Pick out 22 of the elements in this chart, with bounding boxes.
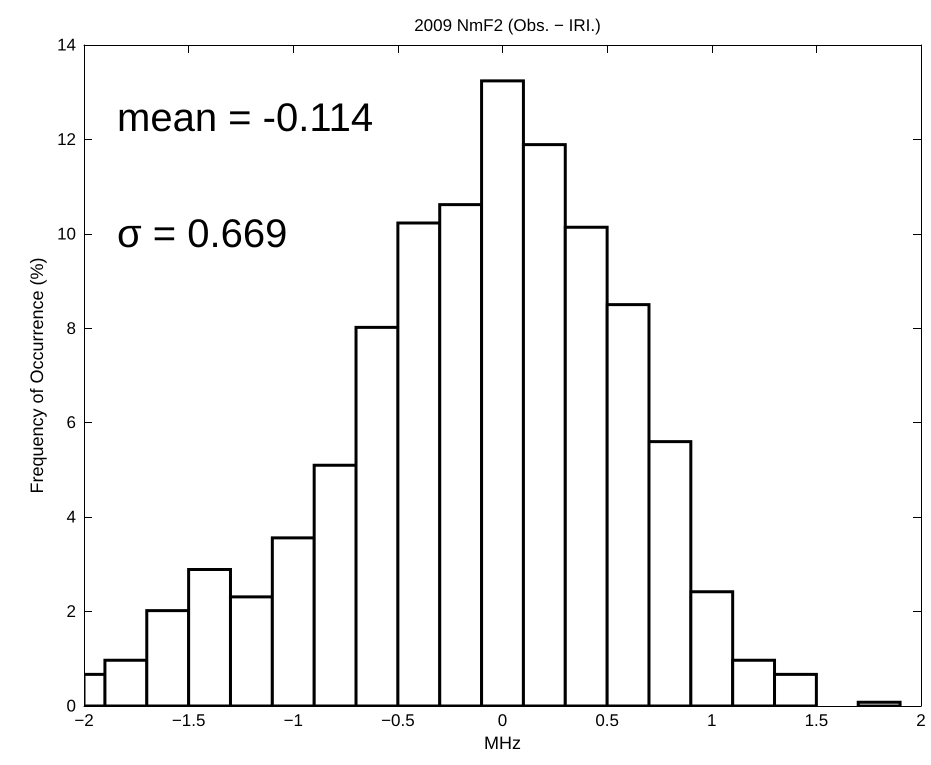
y-tick-label: 14 bbox=[57, 36, 76, 54]
x-tick-label: −1 bbox=[284, 711, 303, 730]
y-tick-label: 4 bbox=[66, 508, 76, 527]
annotation: mean = -0.114 bbox=[117, 96, 374, 140]
x-tick-label: 1 bbox=[707, 711, 716, 730]
y-axis-title: Frequency of Occurrence (%) bbox=[27, 257, 47, 494]
y-tick-label: 8 bbox=[66, 318, 76, 338]
y-tick-label: 0 bbox=[66, 696, 76, 716]
x-tick-label: −0.5 bbox=[381, 711, 415, 730]
annotation: σ = 0.669 bbox=[117, 212, 288, 256]
y-tick-label: 12 bbox=[57, 130, 76, 149]
y-tick-label: 10 bbox=[57, 224, 76, 244]
x-tick-label: −1.5 bbox=[172, 711, 206, 730]
x-tick-label: 1.5 bbox=[804, 711, 828, 730]
x-tick-label: 0 bbox=[498, 711, 508, 730]
y-tick-label: 2 bbox=[66, 602, 76, 622]
x-axis-title: MHz bbox=[484, 732, 521, 753]
chart-title: 2009 NmF2 (Obs. − IRI.) bbox=[414, 16, 601, 35]
y-tick-label: 6 bbox=[66, 413, 76, 432]
x-tick-label: 2 bbox=[916, 711, 926, 730]
x-tick-label: 0.5 bbox=[595, 711, 619, 730]
x-tick-label: −2 bbox=[74, 711, 94, 730]
